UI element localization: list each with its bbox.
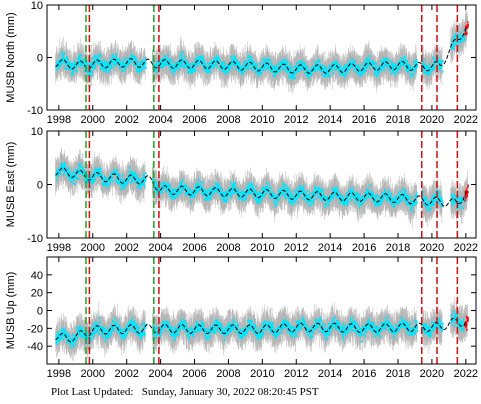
x-tick-label: 2020 [420, 114, 444, 126]
x-tick-label: 2010 [250, 114, 274, 126]
x-tick-label: 2006 [182, 114, 206, 126]
y-axis-label: MUSB East (mm) [5, 142, 17, 228]
x-tick-label: 2008 [216, 242, 240, 254]
plot-last-updated-label: Plot Last Updated: [51, 386, 134, 398]
x-tick-label: 2022 [454, 368, 478, 380]
x-tick-label: 2008 [216, 368, 240, 380]
x-tick-label: 2006 [182, 242, 206, 254]
y-tick-label: 20 [31, 288, 43, 300]
x-tick-label: 2012 [284, 114, 308, 126]
panel-1: -10 0 10 1998 2000 2002 2004 2006 2008 2010 2012 20… [5, 126, 478, 254]
x-tick-label: 2010 [250, 368, 274, 380]
x-tick-label: 2018 [386, 242, 410, 254]
plot-last-updated-timestamp: Sunday, January 30, 2022 08:20:45 PST [141, 386, 319, 398]
x-tick-label: 2016 [352, 242, 376, 254]
x-tick-label: 2020 [420, 242, 444, 254]
x-tick-label: 2014 [318, 114, 342, 126]
x-tick-label: 2014 [318, 368, 342, 380]
x-tick-label: 2004 [148, 242, 172, 254]
model-fit-line [55, 167, 468, 207]
observations [55, 10, 469, 95]
y-tick-label: -10 [27, 105, 43, 117]
x-tick-label: 2000 [81, 242, 105, 254]
x-tick-label: 2004 [148, 114, 172, 126]
x-tick-label: 2012 [284, 368, 308, 380]
model-fit-line [55, 317, 468, 343]
x-tick-label: 2002 [114, 242, 138, 254]
observations [55, 147, 469, 228]
y-tick-label: 0 [37, 53, 43, 65]
x-tick-label: 2000 [81, 368, 105, 380]
x-tick-label: 2022 [454, 242, 478, 254]
y-tick-label: 10 [31, 126, 43, 138]
y-tick-label: 10 [31, 0, 43, 12]
plot-last-updated: Plot Last Updated: Sunday, January 30, 2… [51, 386, 319, 398]
y-tick-label: -10 [27, 233, 43, 245]
x-tick-label: 2008 [216, 114, 240, 126]
x-tick-label: 2014 [318, 242, 342, 254]
panel-2: -40 -20 0 20 40 1998 2000 2002 2004 2006 2008 2010 2… [5, 256, 478, 380]
x-tick-label: 1998 [47, 368, 71, 380]
x-tick-label: 2016 [352, 114, 376, 126]
x-tick-label: 2010 [250, 242, 274, 254]
x-tick-label: 1998 [47, 242, 71, 254]
y-tick-label: 40 [31, 270, 43, 282]
y-tick-label: -20 [27, 323, 43, 335]
model-fit-line [55, 25, 468, 74]
x-tick-label: 2000 [81, 114, 105, 126]
panel-0: -10 0 10 1998 2000 2002 2004 2006 2008 2010 2012 20… [5, 0, 478, 126]
x-tick-label: 2020 [420, 368, 444, 380]
y-tick-label: 0 [37, 306, 43, 318]
y-tick-label: -40 [27, 341, 43, 353]
y-axis-label: MUSB North (mm) [5, 12, 17, 102]
x-tick-label: 2018 [386, 114, 410, 126]
x-tick-label: 2022 [454, 114, 478, 126]
x-tick-label: 2004 [148, 368, 172, 380]
x-tick-label: 2016 [352, 368, 376, 380]
y-axis-label: MUSB Up (mm) [5, 272, 17, 350]
x-tick-label: 2002 [114, 114, 138, 126]
x-tick-label: 2006 [182, 368, 206, 380]
x-tick-label: 1998 [47, 114, 71, 126]
x-tick-label: 2002 [114, 368, 138, 380]
x-tick-label: 2012 [284, 242, 308, 254]
y-tick-label: 0 [37, 180, 43, 192]
x-tick-label: 2018 [386, 368, 410, 380]
